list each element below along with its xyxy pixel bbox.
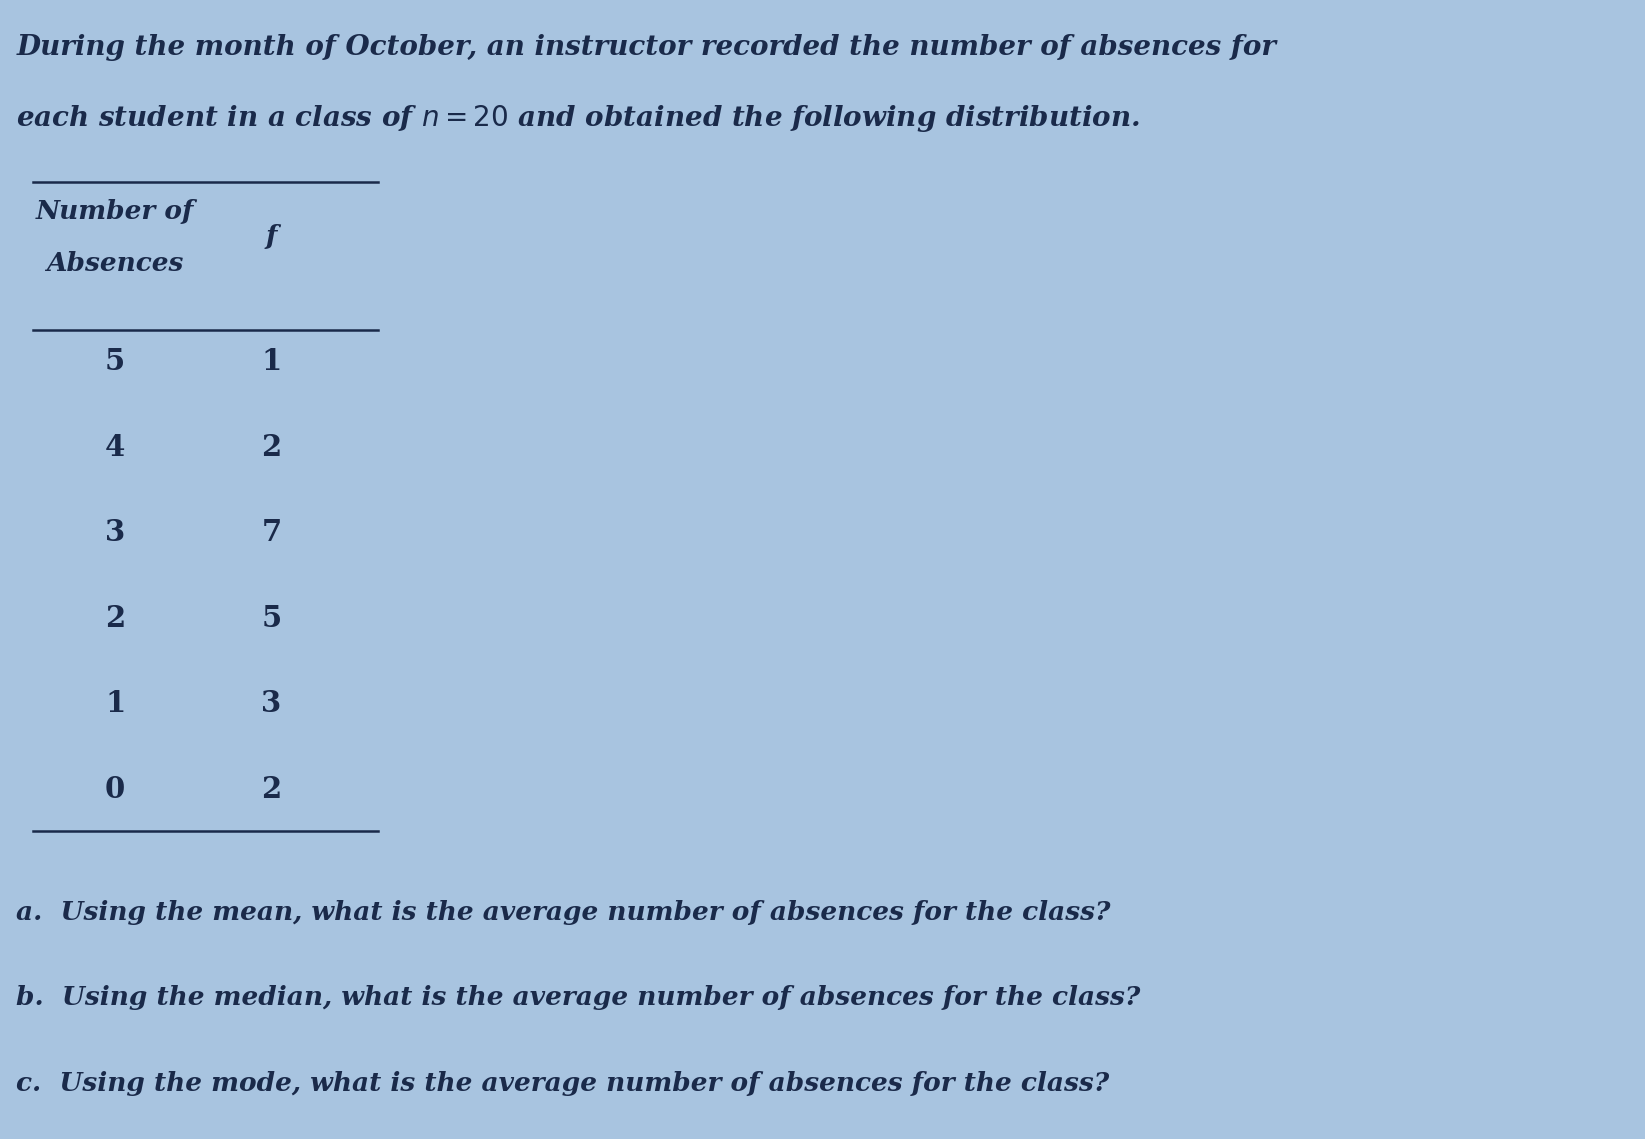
Text: c.  Using the mode, what is the average number of absences for the class?: c. Using the mode, what is the average n… (16, 1071, 1110, 1096)
Text: 1: 1 (262, 347, 281, 376)
Text: 1: 1 (105, 689, 125, 718)
Text: each student in a class of $n = 20$ and obtained the following distribution.: each student in a class of $n = 20$ and … (16, 103, 1140, 133)
Text: 5: 5 (262, 604, 281, 632)
Text: a.  Using the mean, what is the average number of absences for the class?: a. Using the mean, what is the average n… (16, 900, 1110, 925)
Text: 2: 2 (105, 604, 125, 632)
Text: 2: 2 (262, 775, 281, 803)
Text: During the month of October, an instructor recorded the number of absences for: During the month of October, an instruct… (16, 34, 1277, 62)
Text: Absences: Absences (46, 251, 184, 276)
Text: 0: 0 (105, 775, 125, 803)
Text: 5: 5 (105, 347, 125, 376)
Text: 3: 3 (262, 689, 281, 718)
Text: f: f (266, 224, 276, 249)
Text: 2: 2 (262, 433, 281, 461)
Text: b.  Using the median, what is the average number of absences for the class?: b. Using the median, what is the average… (16, 985, 1142, 1010)
Text: Number of: Number of (36, 199, 194, 224)
Text: 7: 7 (262, 518, 281, 547)
Text: 3: 3 (105, 518, 125, 547)
Text: 4: 4 (105, 433, 125, 461)
